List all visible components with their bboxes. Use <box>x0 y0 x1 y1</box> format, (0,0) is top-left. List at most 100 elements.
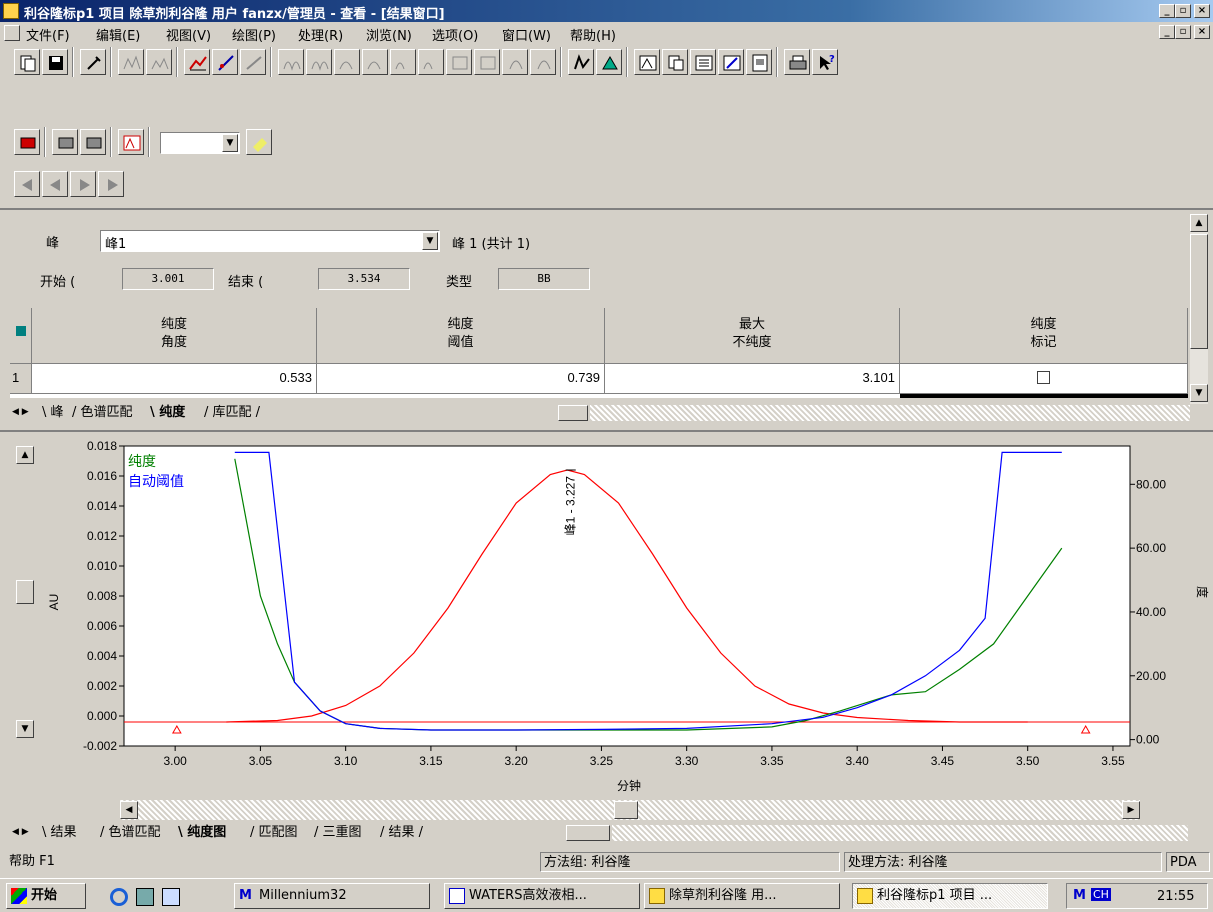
chevron-down-icon[interactable]: ▼ <box>222 134 238 152</box>
table-icon[interactable] <box>690 49 716 75</box>
tab-chrom-match[interactable]: / 色谱匹配 <box>72 405 133 420</box>
peak-icon-4[interactable] <box>362 49 388 75</box>
tab-peak[interactable]: \ 峰 <box>42 405 64 420</box>
peak-icon-10[interactable] <box>530 49 556 75</box>
help-pointer-icon[interactable]: ? <box>812 49 838 75</box>
peak-icon-2[interactable] <box>306 49 332 75</box>
mdi-close-button[interactable]: × <box>1194 25 1210 39</box>
integrate-icon-2[interactable] <box>146 49 172 75</box>
cell-purity-threshold[interactable]: 0.739 <box>317 364 605 394</box>
col-header-max-impurity[interactable]: 最大 不纯度 <box>605 308 900 364</box>
minimize-button[interactable]: _ <box>1159 4 1175 18</box>
tools-icon[interactable] <box>80 49 106 75</box>
copy-icon[interactable] <box>662 49 688 75</box>
menu-browse[interactable]: 浏览(N) <box>366 29 412 44</box>
overlay-icon-2[interactable] <box>80 129 106 155</box>
color-dropdown[interactable]: ▼ <box>160 132 240 154</box>
cell-max-impurity[interactable]: 3.101 <box>605 364 900 394</box>
tab-result-2[interactable]: / 结果 / <box>380 825 424 840</box>
chromatogram-icon[interactable] <box>634 49 660 75</box>
start-button[interactable]: 开始 <box>6 883 86 909</box>
task-word-doc[interactable]: WATERS高效液相... <box>444 883 640 909</box>
ime-indicator-icon[interactable]: M <box>1073 888 1086 903</box>
peak-select-chevron-icon[interactable]: ▼ <box>422 232 438 250</box>
purity-flag-checkbox[interactable] <box>1037 371 1050 384</box>
close-button[interactable]: × <box>1194 4 1210 18</box>
ime-lang[interactable]: CH <box>1091 888 1111 901</box>
lower-hscroll-track[interactable] <box>612 825 1188 841</box>
plot-window-icon[interactable] <box>118 129 144 155</box>
tab-match-plot[interactable]: / 匹配图 <box>250 825 298 840</box>
nav-prev-icon[interactable] <box>42 171 68 197</box>
peak-select[interactable]: 峰1 ▼ <box>100 230 440 252</box>
scroll-up-icon[interactable]: ▲ <box>1190 214 1208 232</box>
edit-method-icon[interactable] <box>718 49 744 75</box>
peak-icon-3[interactable] <box>334 49 360 75</box>
row-header-corner[interactable] <box>10 308 32 364</box>
tab-nav-arrows[interactable]: ◀ ▶ <box>12 407 29 417</box>
nav-next-icon[interactable] <box>70 171 96 197</box>
peak-icon-6[interactable] <box>418 49 444 75</box>
menu-help[interactable]: 帮助(H) <box>570 29 616 44</box>
upper-tab-scroll[interactable] <box>558 405 588 421</box>
report-icon[interactable] <box>746 49 772 75</box>
layer-icon[interactable] <box>14 129 40 155</box>
mdi-minimize-button[interactable]: _ <box>1159 25 1175 39</box>
row-index[interactable]: 1 <box>10 364 32 394</box>
tab-library-match[interactable]: / 库匹配 / <box>204 405 261 420</box>
restore-button[interactable]: ▫ <box>1175 4 1191 18</box>
col-header-purity-angle[interactable]: 纯度 角度 <box>32 308 317 364</box>
menu-window[interactable]: 窗口(W) <box>502 29 551 44</box>
task-results-window[interactable]: 利谷隆标p1 项目 ... <box>852 883 1048 909</box>
menu-process[interactable]: 处理(R) <box>298 29 344 44</box>
document-menu-icon[interactable] <box>4 25 20 41</box>
fit-icon[interactable] <box>240 49 266 75</box>
peak-icon-8[interactable] <box>474 49 500 75</box>
menu-file[interactable]: 文件(F) <box>26 29 70 44</box>
eraser-icon[interactable] <box>246 129 272 155</box>
col-header-purity-threshold[interactable]: 纯度 阈值 <box>317 308 605 364</box>
upper-hscroll-track[interactable] <box>590 405 1190 421</box>
chart-scroll-up-icon[interactable]: ▲ <box>16 446 34 464</box>
spectrum-icon[interactable] <box>568 49 594 75</box>
cell-purity-flag[interactable] <box>900 364 1188 394</box>
tab-triple-plot[interactable]: / 三重图 <box>314 825 362 840</box>
menu-options[interactable]: 选项(O) <box>432 29 479 44</box>
print-icon[interactable] <box>784 49 810 75</box>
peak-icon-5[interactable] <box>390 49 416 75</box>
panel-vscroll[interactable]: ▲ ▼ <box>1190 214 1208 404</box>
peak-icon-7[interactable] <box>446 49 472 75</box>
open-icon[interactable] <box>14 49 40 75</box>
nav-last-icon[interactable] <box>98 171 124 197</box>
menu-edit[interactable]: 编辑(E) <box>96 29 141 44</box>
cell-purity-angle[interactable]: 0.533 <box>32 364 317 394</box>
nav-first-icon[interactable] <box>14 171 40 197</box>
save-icon[interactable] <box>42 49 68 75</box>
chart-vscroll-thumb[interactable] <box>16 580 34 604</box>
scroll-down-icon[interactable]: ▼ <box>1190 384 1208 402</box>
integrate-icon[interactable] <box>118 49 144 75</box>
tab-purity-plot[interactable]: \ 纯度图 <box>178 825 227 840</box>
chart-hscroll[interactable]: ◀ ▶ <box>120 800 1140 820</box>
task-millennium[interactable]: M Millennium32 <box>234 883 430 909</box>
hscroll-thumb[interactable] <box>614 801 638 819</box>
lower-tab-scroll[interactable] <box>566 825 610 841</box>
quicklaunch-channel-icon[interactable] <box>162 888 180 906</box>
overlay-icon-1[interactable] <box>52 129 78 155</box>
peak-icon-1[interactable] <box>278 49 304 75</box>
hscroll-left-icon[interactable]: ◀ <box>120 801 138 819</box>
quantitate-icon[interactable] <box>212 49 238 75</box>
chart-scroll-down-icon[interactable]: ▼ <box>16 720 34 738</box>
tab-chrom-match[interactable]: / 色谱匹配 <box>100 825 161 840</box>
purity-chart[interactable]: 3.00 3.05 3.10 3.15 3.20 3.25 3.30 3.35 3.40 3.45… <box>0 432 1213 827</box>
task-folder[interactable]: 除草剂利谷隆 用... <box>644 883 840 909</box>
quicklaunch-ie-icon[interactable] <box>110 888 128 906</box>
mdi-restore-button[interactable]: ▫ <box>1175 25 1191 39</box>
tab-purity[interactable]: \ 纯度 <box>150 405 186 420</box>
peak-icon-9[interactable] <box>502 49 528 75</box>
calibrate-icon[interactable] <box>184 49 210 75</box>
quicklaunch-desktop-icon[interactable] <box>136 888 154 906</box>
spectrum-index-icon[interactable] <box>596 49 622 75</box>
col-header-purity-flag[interactable]: 纯度 标记 <box>900 308 1188 364</box>
scroll-thumb[interactable] <box>1190 234 1208 349</box>
